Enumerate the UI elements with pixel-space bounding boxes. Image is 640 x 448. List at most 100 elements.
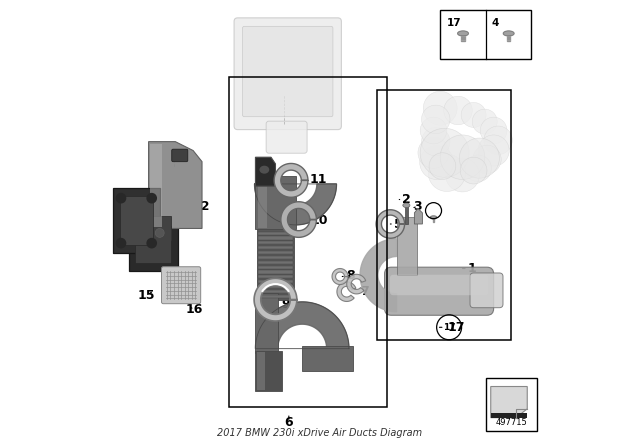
Polygon shape — [332, 268, 348, 284]
Bar — [257, 352, 265, 390]
Circle shape — [156, 228, 164, 237]
Bar — [404, 206, 408, 224]
Circle shape — [465, 155, 492, 182]
Bar — [258, 256, 293, 259]
Polygon shape — [337, 282, 356, 302]
Circle shape — [428, 154, 465, 191]
Circle shape — [147, 238, 157, 249]
Text: 8: 8 — [342, 269, 355, 282]
Bar — [258, 266, 293, 269]
Circle shape — [147, 193, 157, 203]
Text: 4: 4 — [492, 18, 499, 28]
Circle shape — [429, 153, 456, 180]
Circle shape — [461, 103, 486, 127]
Circle shape — [472, 109, 497, 134]
Text: 17: 17 — [443, 323, 456, 332]
Circle shape — [478, 135, 509, 166]
Text: 5: 5 — [390, 217, 403, 231]
Bar — [120, 196, 153, 245]
Ellipse shape — [503, 31, 514, 36]
Polygon shape — [491, 387, 527, 418]
Polygon shape — [376, 210, 404, 238]
Text: 1: 1 — [463, 262, 477, 275]
Bar — [258, 280, 293, 283]
FancyBboxPatch shape — [234, 18, 341, 129]
FancyBboxPatch shape — [243, 26, 333, 116]
Polygon shape — [414, 208, 422, 224]
Circle shape — [480, 117, 507, 144]
Bar — [258, 271, 293, 274]
Bar — [461, 34, 465, 42]
Circle shape — [422, 105, 450, 134]
Bar — [258, 290, 293, 293]
Text: 9: 9 — [281, 297, 294, 310]
Text: 13: 13 — [152, 143, 170, 156]
Polygon shape — [281, 202, 316, 237]
Bar — [258, 251, 293, 254]
Circle shape — [423, 91, 457, 125]
Ellipse shape — [458, 31, 468, 36]
Polygon shape — [274, 164, 308, 197]
Bar — [258, 261, 293, 264]
FancyBboxPatch shape — [385, 267, 493, 315]
Bar — [258, 237, 293, 240]
FancyBboxPatch shape — [390, 275, 488, 295]
Text: 10: 10 — [310, 214, 328, 227]
Polygon shape — [255, 184, 337, 225]
Text: 14: 14 — [112, 244, 129, 257]
Text: 17: 17 — [447, 18, 461, 28]
Bar — [258, 246, 293, 249]
Ellipse shape — [430, 216, 436, 219]
Circle shape — [460, 138, 499, 178]
Bar — [258, 241, 293, 245]
Circle shape — [473, 145, 501, 174]
Circle shape — [422, 127, 450, 156]
Ellipse shape — [403, 203, 410, 207]
Circle shape — [418, 137, 449, 168]
Bar — [135, 216, 171, 263]
Circle shape — [420, 117, 447, 144]
Text: 17: 17 — [440, 321, 465, 334]
Circle shape — [116, 193, 126, 203]
Bar — [255, 293, 278, 353]
Circle shape — [444, 96, 472, 125]
Bar — [258, 285, 293, 288]
FancyBboxPatch shape — [172, 149, 188, 162]
Circle shape — [440, 135, 484, 180]
Circle shape — [420, 128, 469, 177]
Polygon shape — [148, 142, 202, 228]
Bar — [397, 217, 417, 275]
Bar — [302, 346, 353, 371]
Bar — [113, 188, 160, 253]
Polygon shape — [254, 278, 297, 321]
Bar — [377, 90, 511, 340]
Text: 2: 2 — [399, 193, 411, 206]
Text: 3: 3 — [413, 200, 422, 213]
Bar — [229, 77, 387, 406]
FancyBboxPatch shape — [266, 121, 307, 153]
Bar — [440, 10, 531, 59]
Circle shape — [445, 158, 479, 192]
Bar — [258, 276, 293, 279]
Polygon shape — [347, 274, 365, 294]
Bar — [257, 229, 294, 300]
Text: 6: 6 — [285, 416, 293, 429]
Bar — [491, 413, 527, 418]
Ellipse shape — [259, 166, 269, 174]
Bar — [486, 378, 537, 431]
Bar — [148, 226, 171, 240]
Circle shape — [484, 126, 513, 155]
Polygon shape — [360, 239, 397, 312]
Bar — [255, 176, 296, 229]
Bar — [129, 211, 177, 271]
Bar — [507, 34, 510, 42]
Bar — [258, 232, 293, 235]
Bar — [433, 217, 435, 222]
Polygon shape — [255, 302, 349, 349]
FancyBboxPatch shape — [161, 267, 201, 304]
FancyBboxPatch shape — [470, 273, 503, 308]
Text: 12: 12 — [193, 200, 210, 213]
Text: 497715: 497715 — [496, 418, 527, 427]
Text: 11: 11 — [305, 173, 328, 186]
Polygon shape — [150, 144, 162, 227]
